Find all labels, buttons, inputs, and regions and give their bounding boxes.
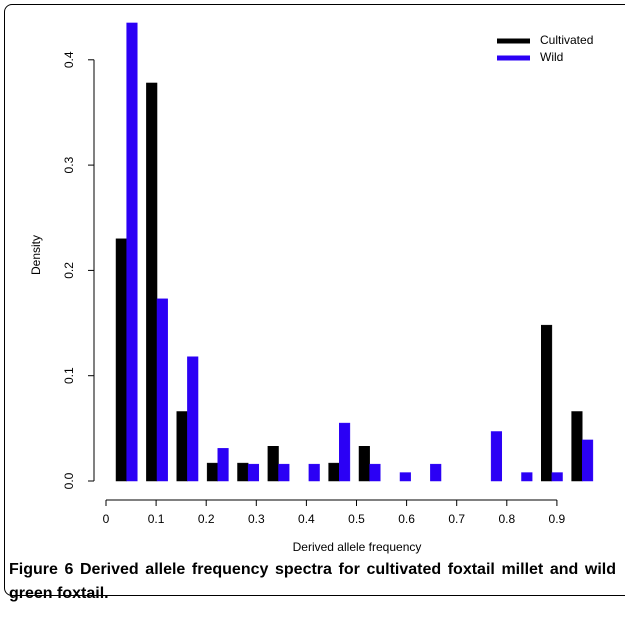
bar	[551, 472, 563, 482]
x-tick-label: 0.2	[198, 512, 215, 526]
bar	[126, 22, 138, 482]
x-tick-label: 0.1	[148, 512, 165, 526]
bar	[430, 463, 442, 482]
legend-label: Wild	[540, 50, 563, 64]
bar	[521, 472, 533, 482]
y-tick-label: 0.1	[62, 367, 76, 384]
x-tick-label: 0.8	[498, 512, 515, 526]
x-tick-label: 0.7	[448, 512, 465, 526]
bar	[339, 422, 351, 482]
x-axis-label: Derived allele frequency	[293, 540, 422, 554]
caption: Figure 6 Derived allele frequency spectr…	[9, 558, 616, 606]
y-tick-label: 0.4	[62, 51, 76, 68]
bar	[187, 356, 199, 482]
bar	[278, 463, 290, 482]
x-tick-label: 0	[103, 512, 110, 526]
bar	[206, 462, 219, 482]
bar	[115, 238, 127, 482]
y-tick-label: 0.0	[62, 472, 76, 489]
bar	[176, 411, 188, 482]
caption-label: Figure 6	[9, 561, 74, 578]
chart: 0.0 0.1 0.2 0.3 0.4 0 0.1 0.2 0.3 0.4 0.5 0.6 0.7 0.8…	[29, 22, 594, 554]
y-tick-label: 0.3	[62, 156, 76, 173]
caption-text: Derived allele frequency spectra for cul…	[9, 561, 616, 602]
bar	[146, 82, 158, 482]
bar	[571, 411, 583, 482]
x-tick-label: 0.6	[398, 512, 415, 526]
x-tick-label: 0.4	[298, 512, 315, 526]
bar	[399, 472, 411, 482]
bar	[156, 298, 168, 482]
x-tick-label: 0.3	[248, 512, 265, 526]
bar	[247, 463, 260, 482]
y-axis-label: Density	[29, 235, 43, 275]
bar	[217, 448, 229, 482]
y-tick-label: 0.2	[62, 262, 76, 279]
x-tick-label: 0.9	[549, 512, 566, 526]
bar	[328, 462, 340, 482]
bar	[490, 431, 503, 482]
figure-frame	[4, 4, 625, 596]
bar	[308, 463, 320, 482]
legend-label: Cultivated	[540, 33, 593, 47]
bar	[540, 324, 553, 482]
x-tick-label: 0.5	[348, 512, 365, 526]
bar	[369, 463, 381, 482]
bar	[358, 446, 370, 482]
bar	[582, 439, 594, 482]
bar	[267, 446, 279, 482]
bar	[237, 462, 249, 482]
